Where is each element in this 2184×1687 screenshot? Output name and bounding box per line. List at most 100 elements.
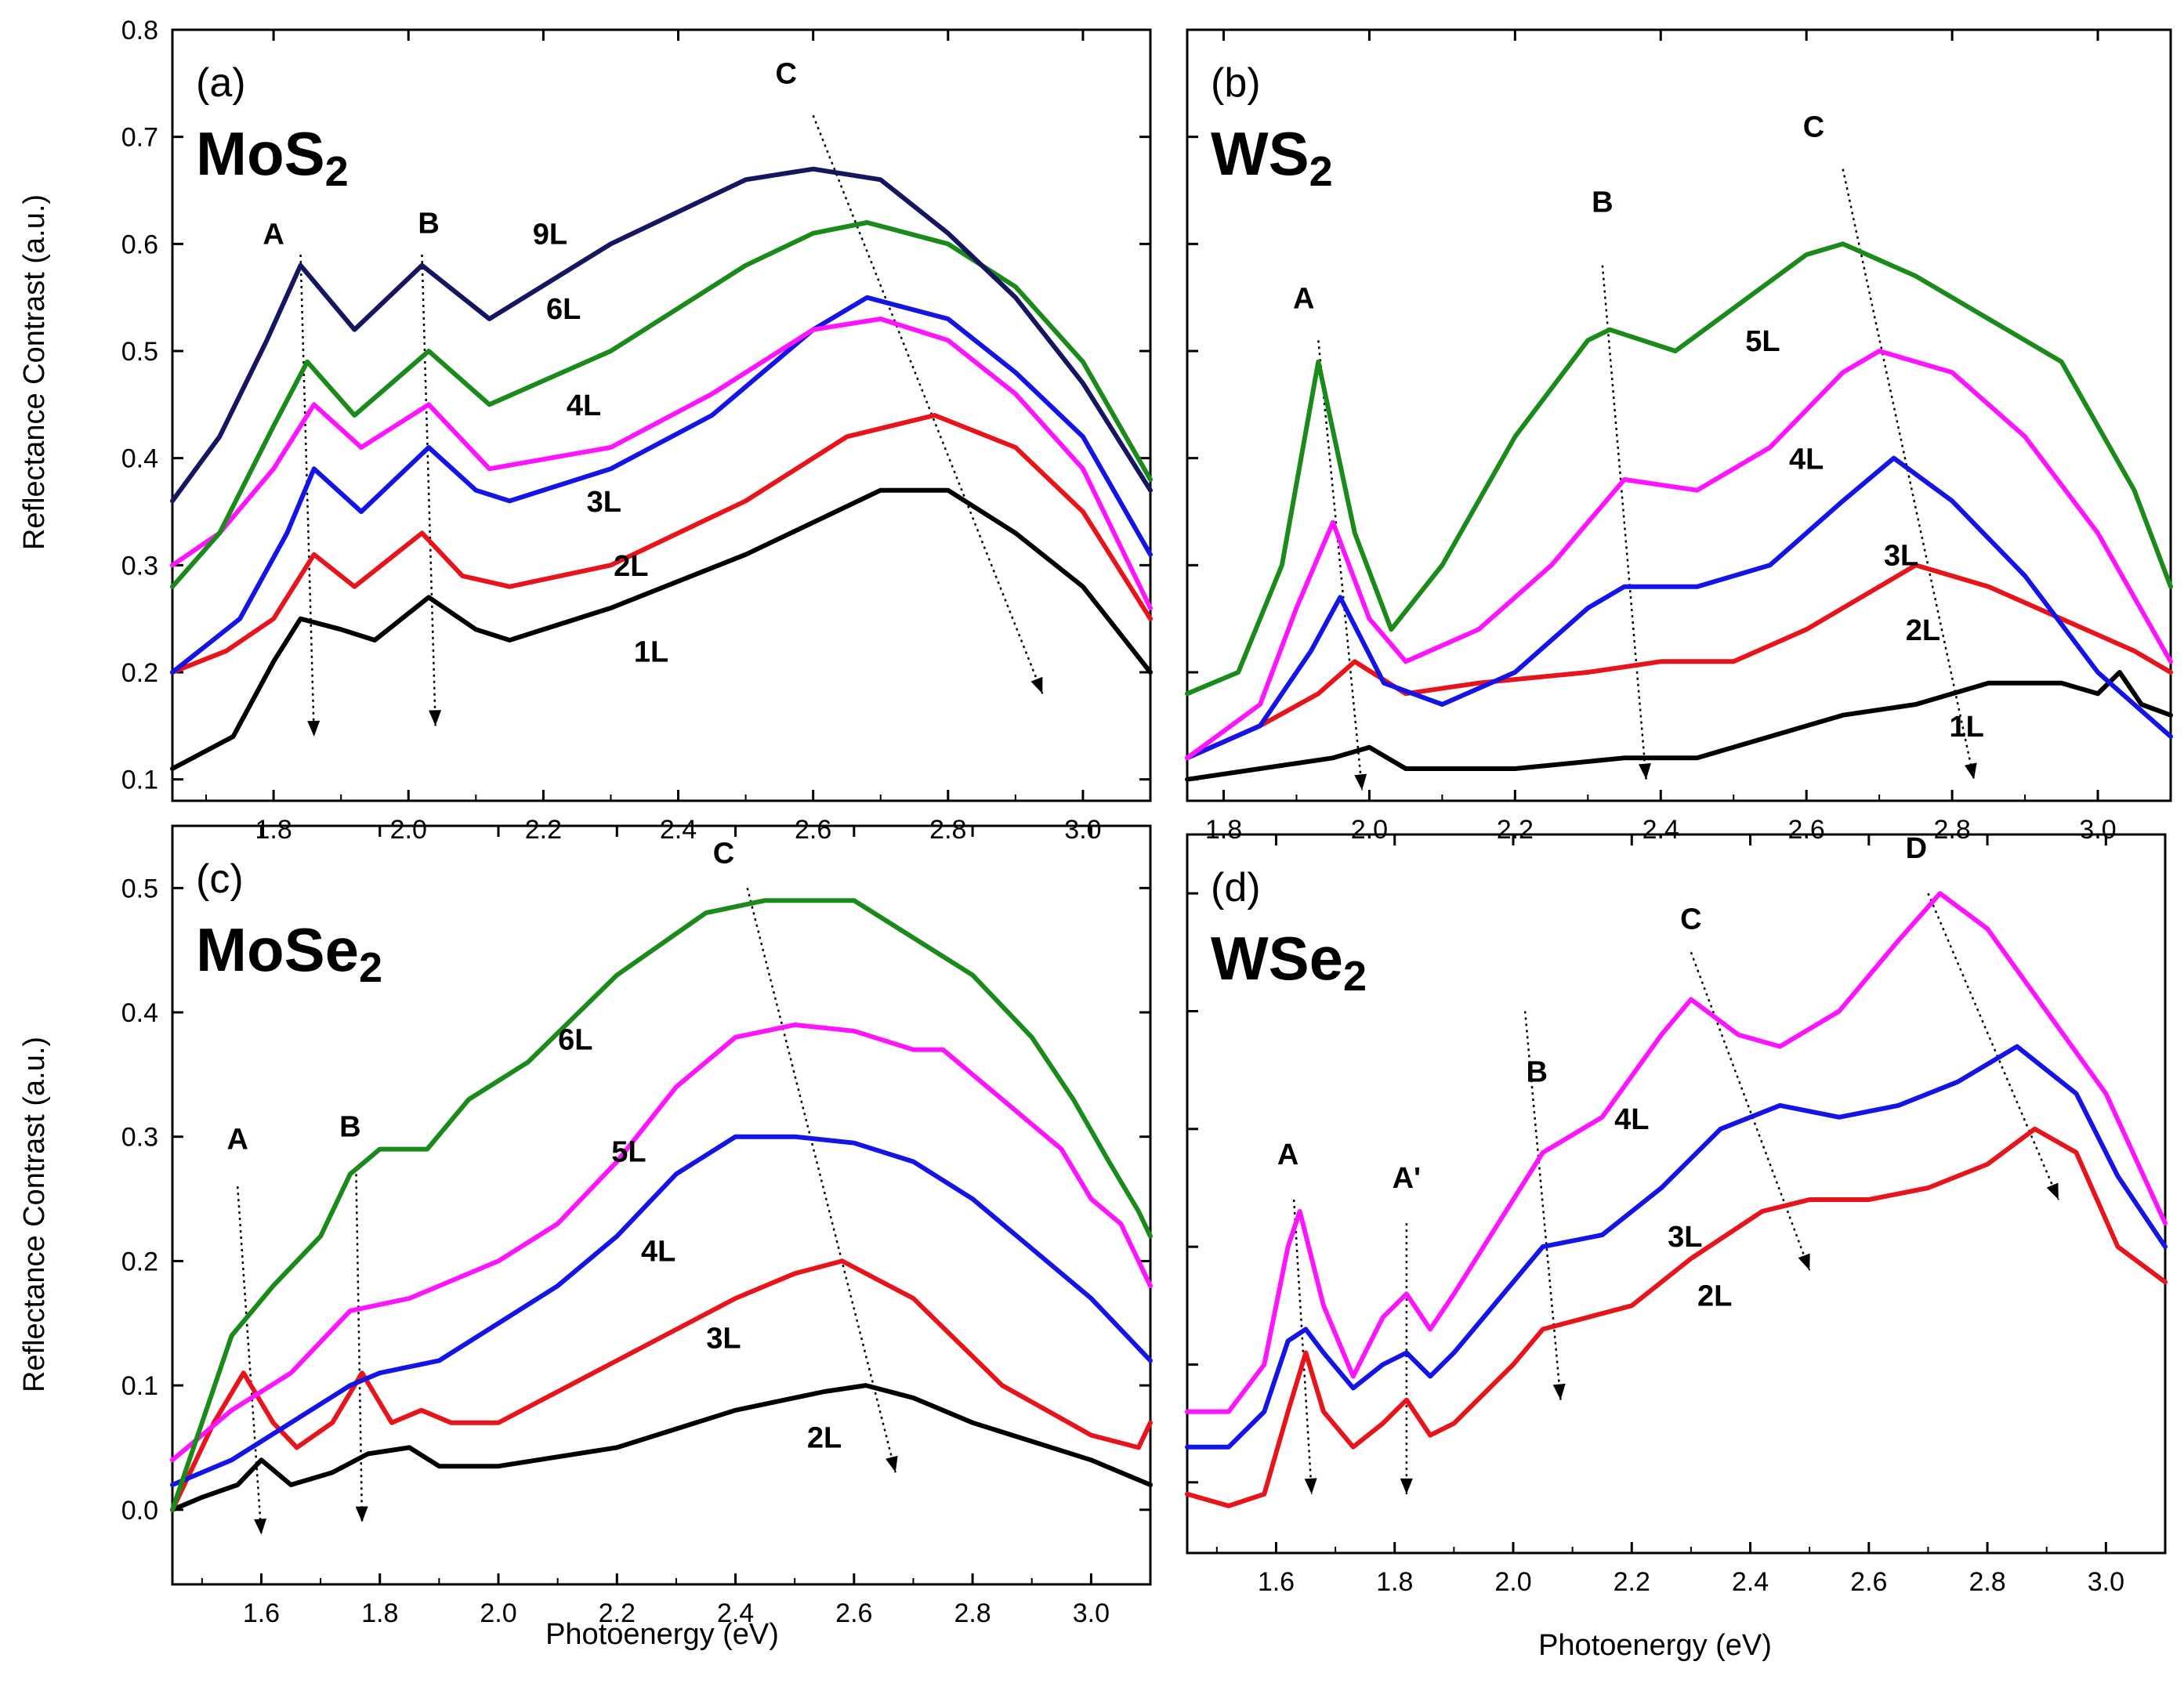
annotation-5l-c: 5L [611, 1135, 646, 1168]
annotation-c-a: C [776, 57, 797, 90]
y-tick-label-a: 0.4 [121, 444, 158, 474]
series-line-5l-c [170, 1022, 1153, 1463]
x-axis-title-left: Photoenergy (eV) [545, 1618, 779, 1651]
x-tick-label-d: 3.0 [2088, 1567, 2124, 1597]
series-line-2l-a [170, 413, 1153, 675]
x-tick-label-b: 3.0 [2079, 815, 2116, 845]
peak-arrow-d-d [1927, 892, 2060, 1200]
series-line-4l-b [1185, 349, 2173, 761]
y-tick-label-a: 0.2 [121, 658, 158, 688]
peak-arrow-a-c [236, 1186, 263, 1535]
material-subscript-a: 2 [325, 148, 349, 195]
x-tick-label-a: 2.0 [390, 815, 427, 845]
arrow-head-b [1964, 762, 1977, 780]
x-tick-label-c: 1.8 [361, 1598, 398, 1628]
series-line-9l-a [170, 166, 1153, 504]
x-tick-label-c: 2.2 [599, 1598, 636, 1628]
annotation-3l-b: 3L [1884, 539, 1918, 572]
series-line-3l-a [170, 295, 1153, 675]
annotation-c-d: C [1680, 903, 1701, 936]
y-tick-label-a: 0.6 [121, 230, 158, 259]
x-tick-label-d: 2.8 [1968, 1567, 2005, 1597]
y-tick-label-c: 0.1 [121, 1371, 158, 1401]
x-tick-label-b: 1.8 [1205, 815, 1242, 845]
peak-arrow-a-b [1317, 340, 1364, 791]
y-tick-label-c: 0.5 [121, 874, 158, 903]
x-tick-label-b: 2.2 [1497, 815, 1534, 845]
peak-arrow-b-a [421, 254, 436, 726]
x-tick-label-a: 2.2 [525, 815, 562, 845]
material-name-a: MoS2 [196, 119, 349, 195]
annotation-4l-c: 4L [641, 1235, 675, 1268]
series-line-1l-a [170, 487, 1153, 771]
arrow-head-d [2046, 1182, 2059, 1200]
annotation-d-d: D [1906, 832, 1927, 865]
annotation-2l-b: 2L [1906, 614, 1940, 647]
x-tick-label-a: 2.8 [929, 815, 966, 845]
annotation-b-c: B [339, 1111, 360, 1144]
peak-arrow-c-d [1690, 951, 1811, 1271]
panel-label-b: (b) [1211, 60, 1261, 106]
annotation-c-b: C [1803, 111, 1824, 144]
series-line-2l-c [170, 1383, 1153, 1512]
series-line-3l-d [1185, 1044, 2168, 1450]
arrow-head-a [307, 720, 321, 737]
x-tick-label-b: 2.8 [1933, 815, 1970, 845]
peak-arrow-c-c [746, 888, 896, 1473]
arrow-head-d [1552, 1383, 1566, 1400]
x-tick-label-a: 3.0 [1064, 815, 1101, 845]
x-tick-label-c: 3.0 [1073, 1598, 1110, 1628]
y-axis-title-top: Reflectance Contrast (a.u.) [18, 194, 51, 550]
peak-arrow-b-b [1601, 265, 1647, 780]
x-tick-label-c: 2.8 [954, 1598, 991, 1628]
x-axis-title-right: Photoenergy (eV) [1538, 1629, 1772, 1662]
x-tick-label-d: 2.0 [1494, 1567, 1531, 1597]
material-name-c: MoSe2 [196, 915, 382, 991]
plot-frame-a [171, 28, 1152, 802]
series-line-4l-c [170, 1134, 1153, 1487]
x-tick-label-a: 2.6 [795, 815, 831, 845]
annotation-b-d: B [1527, 1056, 1548, 1089]
material-subscript-d: 2 [1343, 953, 1367, 1000]
x-tick-label-a: 2.4 [660, 815, 697, 845]
material-formula-d: WSe [1211, 924, 1343, 993]
plot-frame-d [1186, 833, 2167, 1555]
panel-c: 1.6 1.8 2.0 2.2 2.4 2.6 2.8 3.0 0.0 0.1 0.2 0.3 0.4 0… [121, 824, 1153, 1628]
y-tick-label-c: 0.4 [121, 998, 158, 1028]
annotation-c-c: C [713, 838, 734, 871]
x-tick-label-d: 2.6 [1850, 1567, 1887, 1597]
y-tick-label-c: 0.3 [121, 1123, 158, 1153]
arrow-head-d [1304, 1478, 1317, 1494]
series-line-4l-d [1185, 891, 2168, 1414]
annotation-1l-b: 1L [1950, 711, 1984, 744]
plot-frame-c [171, 824, 1152, 1586]
material-formula-a: MoS [196, 119, 325, 188]
peak-arrow-c-a [812, 114, 1044, 694]
annotation-2l-a: 2L [614, 550, 648, 583]
arrow-head-c [886, 1455, 898, 1473]
plot-frame-b [1186, 28, 2172, 802]
arrow-head-a [1030, 676, 1043, 694]
series-line-2l-b [1185, 563, 2173, 761]
annotation-2l-d: 2L [1697, 1280, 1732, 1312]
arrow-head-b [1639, 763, 1651, 780]
annotation-3l-c: 3L [706, 1322, 741, 1355]
arrow-head-c [355, 1506, 368, 1522]
panel-d: 1.6 1.8 2.0 2.2 2.4 2.6 2.8 3.0 4L 3L 2L A A' B C D (d) W… [1185, 832, 2168, 1597]
peak-arrow-c-b [1842, 168, 1976, 780]
arrow-head-d [1400, 1478, 1413, 1494]
x-tick-label-d: 1.8 [1376, 1567, 1413, 1597]
annotation-6l-a: 6L [546, 293, 581, 326]
y-tick-label-c: 0.0 [121, 1496, 158, 1526]
annotation-b-b: B [1592, 186, 1613, 219]
peak-arrow-b-c [355, 1174, 364, 1522]
annotation-a-a: A [263, 218, 284, 251]
annotation-5l-b: 5L [1745, 325, 1780, 358]
panel-label-a: (a) [196, 60, 246, 106]
annotation-a-c: A [226, 1124, 248, 1157]
series-line-3l-b [1185, 455, 2173, 761]
panel-a: 1.8 2.0 2.2 2.4 2.6 2.8 3.00.10.20.30.40.50.60… [121, 16, 1153, 845]
y-tick-label-a: 0.1 [121, 766, 158, 795]
peak-arrow-a-a [299, 254, 315, 737]
